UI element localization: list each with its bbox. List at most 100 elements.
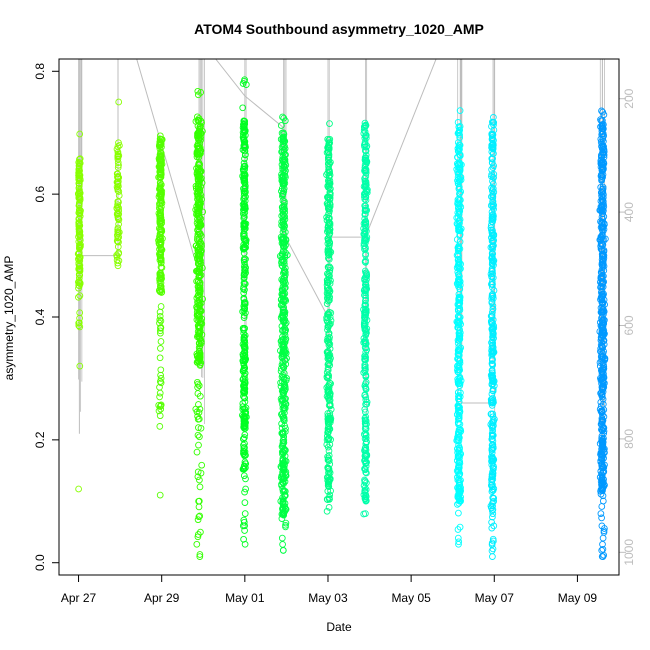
data-point — [196, 483, 204, 491]
data-point — [363, 158, 371, 165]
data-point — [277, 233, 285, 241]
data-point — [488, 390, 496, 398]
data-point — [278, 290, 286, 298]
data-point — [325, 359, 333, 367]
data-point — [325, 456, 332, 464]
data-point — [196, 186, 204, 193]
data-point — [362, 166, 369, 173]
data-point — [487, 410, 495, 418]
data-point — [196, 190, 204, 197]
data-point — [599, 263, 607, 270]
x-tick-label: May 03 — [308, 591, 348, 605]
data-point — [326, 177, 334, 185]
data-point — [327, 487, 334, 495]
x-tick-label: Apr 27 — [61, 591, 97, 605]
data-point — [457, 493, 464, 501]
data-point — [241, 431, 249, 439]
data-point — [241, 138, 249, 145]
data-point — [490, 174, 497, 181]
data-point — [454, 476, 462, 484]
data-point — [279, 547, 287, 554]
data-point — [75, 485, 82, 493]
data-point — [362, 337, 369, 345]
data-point — [489, 472, 496, 480]
data-point — [194, 384, 201, 391]
data-point — [600, 201, 607, 208]
data-point — [197, 287, 204, 295]
data-point — [195, 312, 203, 319]
series-5 — [276, 113, 291, 554]
data-point — [240, 326, 247, 334]
data-point — [597, 245, 605, 253]
data-point — [599, 329, 607, 337]
data-point — [456, 160, 463, 167]
data-point — [241, 434, 248, 441]
data-point — [326, 214, 333, 222]
data-point — [241, 213, 248, 221]
data-point — [456, 226, 464, 234]
data-point — [325, 465, 333, 473]
data-point — [278, 464, 285, 471]
data-point — [456, 107, 464, 114]
data-point — [597, 377, 605, 384]
data-point — [158, 286, 165, 294]
data-point — [454, 119, 462, 126]
data-point — [157, 303, 165, 310]
data-point — [489, 545, 497, 553]
data-point — [488, 266, 496, 273]
data-point — [598, 471, 606, 479]
data-point — [196, 354, 204, 362]
data-point — [241, 448, 249, 456]
data-point — [363, 451, 370, 459]
data-point — [455, 447, 462, 455]
data-point — [323, 281, 331, 289]
data-point — [282, 506, 290, 513]
data-point — [454, 317, 462, 325]
data-point — [599, 487, 606, 494]
data-point — [488, 260, 496, 268]
data-point — [455, 412, 463, 419]
data-point — [194, 468, 202, 476]
data-point — [156, 378, 164, 385]
data-point — [192, 405, 200, 413]
data-point — [360, 242, 368, 250]
data-point — [360, 369, 368, 376]
data-point — [326, 321, 333, 329]
data-point — [196, 123, 204, 131]
data-point — [326, 379, 334, 387]
data-point — [596, 405, 604, 413]
data-point — [490, 205, 497, 213]
data-point — [325, 452, 333, 459]
data-point — [75, 180, 83, 187]
data-point — [457, 176, 465, 184]
data-point — [489, 330, 497, 337]
data-point — [241, 280, 249, 288]
data-point — [325, 157, 332, 164]
data-point — [361, 147, 369, 155]
data-point — [457, 476, 464, 484]
data-point — [195, 153, 203, 161]
data-point — [455, 415, 463, 423]
data-point — [489, 513, 496, 521]
data-point — [455, 509, 462, 517]
data-point — [196, 476, 203, 484]
data-point — [157, 317, 165, 325]
x-tick-label: Apr 29 — [144, 591, 180, 605]
data-point — [75, 215, 83, 223]
data-point — [489, 445, 496, 453]
data-point — [194, 380, 202, 388]
data-point — [455, 538, 463, 546]
data-point — [361, 258, 369, 266]
data-point — [156, 491, 164, 499]
data-point — [489, 333, 496, 341]
data-point — [326, 169, 333, 176]
data-point — [194, 140, 202, 148]
data-point — [361, 228, 369, 235]
data-point — [599, 316, 607, 324]
data-point — [599, 553, 607, 560]
data-point — [280, 370, 288, 377]
data-point — [75, 228, 83, 236]
data-point — [361, 364, 369, 371]
data-point — [156, 174, 164, 181]
data-point — [325, 251, 333, 259]
